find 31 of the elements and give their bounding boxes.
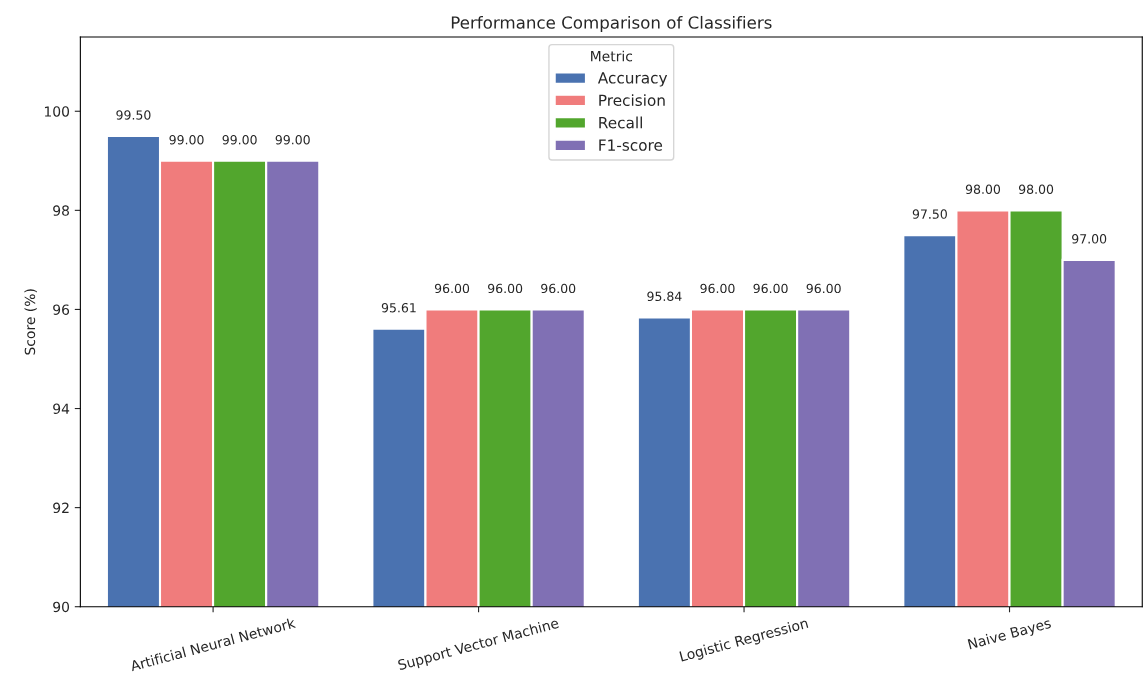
text: 96.00 xyxy=(700,283,735,294)
text: 95.61 xyxy=(381,302,416,313)
x-tick-label: Naive Bayes xyxy=(967,617,1053,653)
x-tick-label: Support Vector Machine xyxy=(397,617,560,673)
text: 97.50 xyxy=(912,209,947,219)
text: 96.00 xyxy=(488,283,523,294)
legend-label: F1-score xyxy=(599,139,663,151)
text: 99.00 xyxy=(275,135,310,145)
legend-title: Metric xyxy=(591,50,633,62)
text: 95.84 xyxy=(647,291,682,302)
text: 98.00 xyxy=(965,184,1001,195)
legend-label: Accuracy xyxy=(597,72,668,87)
text: 96.00 xyxy=(753,283,788,294)
chart-title: Performance Comparison of Classifiers xyxy=(451,15,772,33)
text: 99.00 xyxy=(222,135,257,145)
text: 99.00 xyxy=(169,135,204,145)
y-tick-label: 90 xyxy=(53,601,70,613)
text: 96.00 xyxy=(541,283,576,294)
text: 96.00 xyxy=(806,283,841,294)
y-tick-label: 100 xyxy=(44,106,70,117)
y-tick-label: 96 xyxy=(53,304,70,315)
y-tick-label: 94 xyxy=(53,403,70,414)
text: 99.50 xyxy=(116,110,151,120)
legend-label: Recall xyxy=(599,116,642,129)
legend-label: Precision xyxy=(599,94,665,107)
y-axis-title: Score (%) xyxy=(24,289,37,355)
y-tick-label: 92 xyxy=(53,502,69,514)
text: 96.00 xyxy=(434,283,470,294)
text: 98.00 xyxy=(1018,184,1054,195)
y-tick-label: 98 xyxy=(53,205,69,216)
text: 97.00 xyxy=(1072,234,1107,244)
